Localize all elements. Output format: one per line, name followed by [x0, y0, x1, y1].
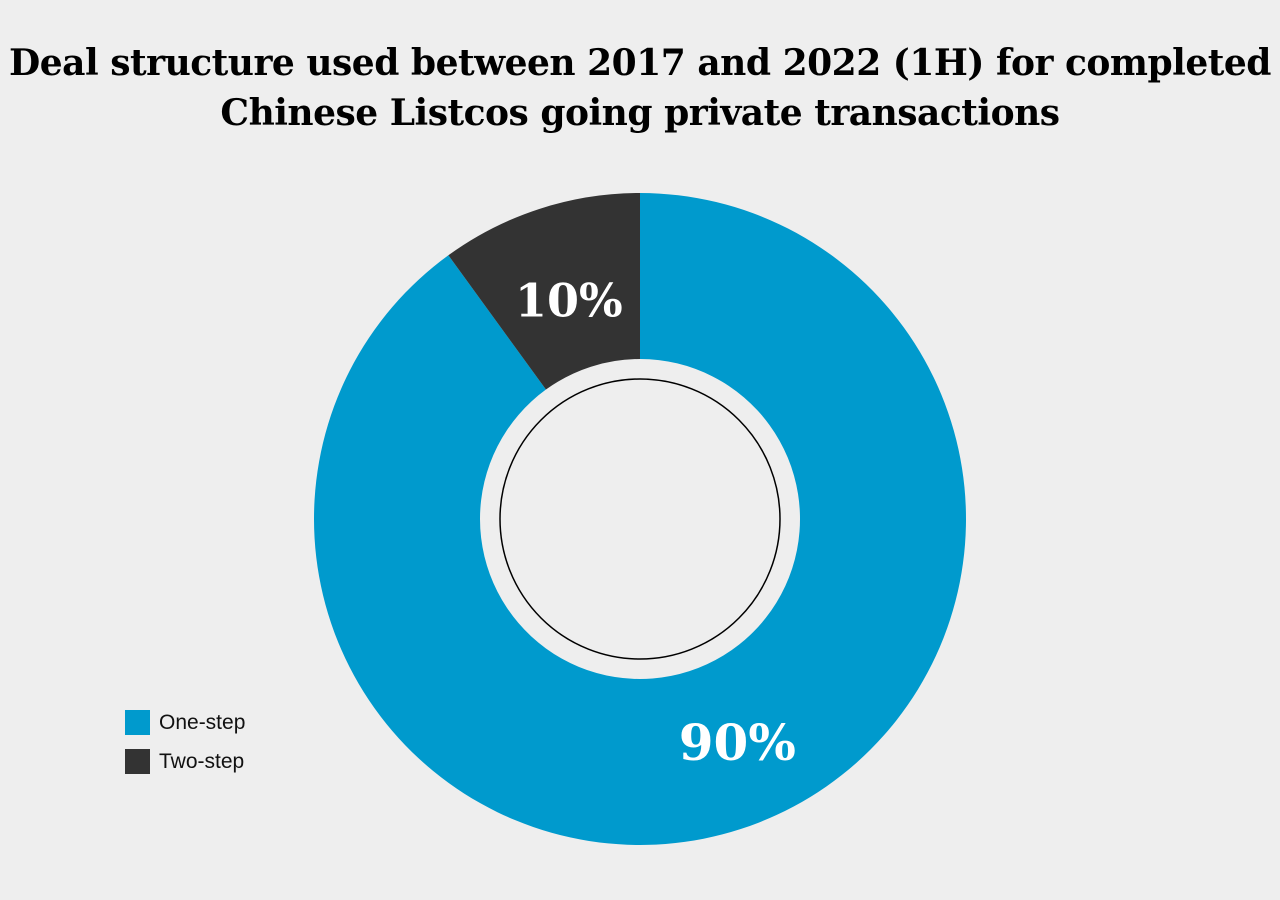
legend-item-one-step: One-step — [125, 710, 245, 735]
legend-swatch-two-step — [125, 749, 150, 774]
chart-title-line-2: Chinese Listcos going private transactio… — [220, 92, 1060, 134]
legend-label-one-step: One-step — [159, 710, 246, 734]
legend-item-two-step: Two-step — [125, 749, 245, 774]
chart-title: Deal structure used between 2017 and 202… — [0, 38, 1280, 138]
slice-one-step — [313, 193, 966, 845]
legend: One-step Two-step — [125, 710, 245, 788]
chart-title-line-1: Deal structure used between 2017 and 202… — [9, 42, 1271, 84]
slice-two-step — [448, 193, 640, 390]
label-two-step: 10% — [515, 273, 623, 327]
inner-circle-outline — [499, 378, 781, 660]
legend-swatch-one-step — [125, 710, 150, 735]
legend-label-two-step: Two-step — [159, 749, 245, 773]
label-one-step: 90% — [679, 713, 796, 772]
